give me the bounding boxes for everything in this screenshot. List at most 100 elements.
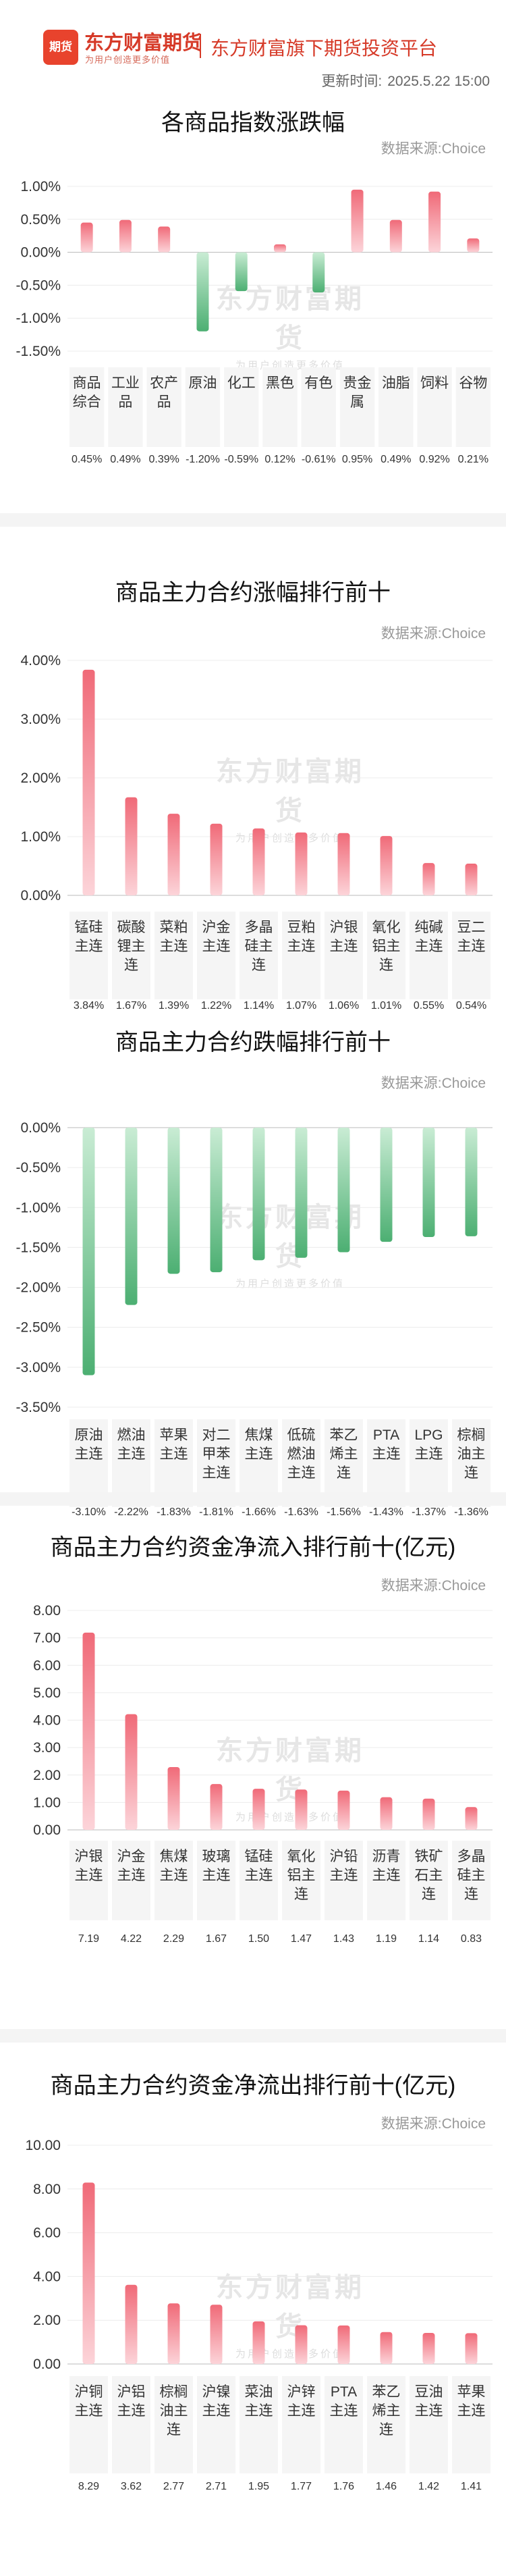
- category-label-box: [197, 912, 235, 999]
- category-label: 沪铜主连: [75, 2384, 103, 2419]
- section-divider: [0, 2029, 506, 2043]
- category-label: 焦煤主连: [245, 1427, 273, 1462]
- bar: [210, 2305, 223, 2364]
- category-label: 苯乙烯主连: [372, 2384, 401, 2438]
- value-label: 1.42: [418, 2481, 439, 2492]
- bar: [389, 219, 402, 253]
- value-label: 1.01%: [371, 1000, 401, 1011]
- y-tick-label: 8.00: [33, 1603, 61, 1619]
- y-tick-label: 2.00%: [20, 770, 61, 786]
- platform-tagline: 东方财富旗下期货投资平台: [210, 38, 438, 59]
- bar: [465, 1807, 478, 1830]
- category-label-box: [367, 912, 405, 999]
- category-label-box: [185, 367, 221, 447]
- category-label: PTA 主连: [330, 2384, 358, 2419]
- y-tick-label: 7.00: [33, 1631, 61, 1646]
- category-label-box: [410, 912, 448, 999]
- bar: [467, 238, 480, 253]
- bar: [274, 244, 286, 253]
- y-tick-label: 1.00: [33, 1795, 61, 1810]
- chart-source: 数据来源:Choice: [381, 626, 486, 641]
- category-label-box: [452, 1841, 490, 1920]
- bar: [125, 1714, 138, 1830]
- bar: [380, 1797, 393, 1830]
- value-label: 0.55%: [414, 1000, 444, 1011]
- chart-title: 商品主力合约涨幅排行前十: [115, 580, 391, 606]
- category-label-box: [325, 2376, 363, 2473]
- value-label: 0.49%: [110, 454, 140, 465]
- bar: [465, 2333, 478, 2364]
- bar: [125, 2284, 138, 2364]
- y-tick-label: 4.00: [33, 2269, 61, 2284]
- value-label: 0.95%: [342, 454, 372, 465]
- bar: [380, 836, 393, 895]
- value-label: 0.92%: [419, 454, 449, 465]
- value-label: -1.83%: [157, 1506, 191, 1518]
- brand-slogan: 为用户创造更多价值: [85, 55, 171, 65]
- value-label: -2.22%: [114, 1506, 148, 1518]
- bar-chart-net-outflow: 10.00 8.00 6.00 4.00 2.00 0.00 沪铜主连 8.29 沪铝主连 3.6…: [25, 2138, 493, 2492]
- category-label: 工业品: [111, 375, 140, 410]
- category-label-box: [417, 367, 452, 447]
- value-label: 1.07%: [286, 1000, 316, 1011]
- category-label: 沪镍主连: [202, 2384, 231, 2419]
- bar: [82, 2182, 95, 2364]
- bar: [210, 1784, 223, 1830]
- category-label: 低硫燃油主连: [287, 1427, 316, 1481]
- category-label-box: [378, 367, 414, 447]
- category-label-box: [240, 2376, 278, 2473]
- chart-section-index-change: 各商品指数涨跌幅 数据来源:Choice 东方财富期货 为用户创造更多价值 1.…: [0, 95, 506, 513]
- category-label: 多晶硅主连: [245, 920, 273, 973]
- brand-name: 东方财富期货: [84, 31, 202, 54]
- bar: [337, 1790, 350, 1830]
- value-label: 1.67%: [116, 1000, 146, 1011]
- value-label: 1.14%: [244, 1000, 274, 1011]
- category-label: 饲料: [420, 375, 449, 391]
- bar: [380, 1128, 393, 1242]
- y-tick-label: 0.00%: [20, 245, 61, 261]
- value-label: 2.71: [206, 2481, 227, 2492]
- value-label: 1.14: [418, 1933, 439, 1945]
- chart-section-net-inflow: 商品主力合约资金净流入排行前十(亿元) 数据来源:Choice 东方财富期货 为…: [0, 1506, 506, 2026]
- y-tick-label: 0.50%: [20, 212, 61, 228]
- category-label-box: [452, 912, 490, 999]
- category-label-box: [410, 2376, 448, 2473]
- chart-title: 商品主力合约资金净流入排行前十(亿元): [50, 1535, 456, 1560]
- bar: [210, 1128, 223, 1273]
- bar: [422, 1128, 435, 1238]
- brand-logo-icon: 期货: [43, 30, 78, 65]
- category-label-box: [367, 1841, 405, 1920]
- category-label: 多晶硅主连: [457, 1849, 486, 1902]
- value-label: 1.43: [333, 1933, 354, 1945]
- category-label: 化工: [227, 375, 256, 391]
- value-label: 1.06%: [329, 1000, 359, 1011]
- value-label: 1.41: [461, 2481, 482, 2492]
- bar: [125, 797, 138, 895]
- category-label: 苯乙烯主连: [330, 1427, 358, 1481]
- category-label: 苹果主连: [160, 1427, 188, 1462]
- y-tick-label: 1.00%: [20, 179, 61, 194]
- value-label: -1.81%: [199, 1506, 233, 1518]
- bar: [422, 863, 435, 895]
- value-label: 2.77: [163, 2481, 184, 2492]
- value-label: 1.46: [376, 2481, 397, 2492]
- bar: [158, 226, 171, 253]
- bar: [337, 833, 350, 895]
- value-label: -1.43%: [369, 1506, 403, 1518]
- y-tick-label: -1.00%: [16, 1200, 61, 1215]
- category-label-box: [339, 367, 375, 447]
- bar: [82, 1128, 95, 1375]
- y-tick-label: -1.50%: [16, 1240, 61, 1255]
- y-tick-label: 0.00%: [20, 1120, 61, 1136]
- bar: [252, 1128, 265, 1261]
- category-label-box: [154, 2376, 193, 2473]
- category-label: 沪锌主连: [287, 2384, 316, 2419]
- value-label: 1.39%: [159, 1000, 189, 1011]
- value-label: -1.37%: [412, 1506, 446, 1518]
- value-label: 1.95: [248, 2481, 269, 2492]
- category-label: 豆油主连: [415, 2384, 443, 2419]
- category-label: PTA 主连: [372, 1427, 401, 1462]
- bar: [295, 1789, 308, 1830]
- category-label: 有色: [304, 375, 333, 391]
- y-tick-label: 10.00: [25, 2138, 61, 2153]
